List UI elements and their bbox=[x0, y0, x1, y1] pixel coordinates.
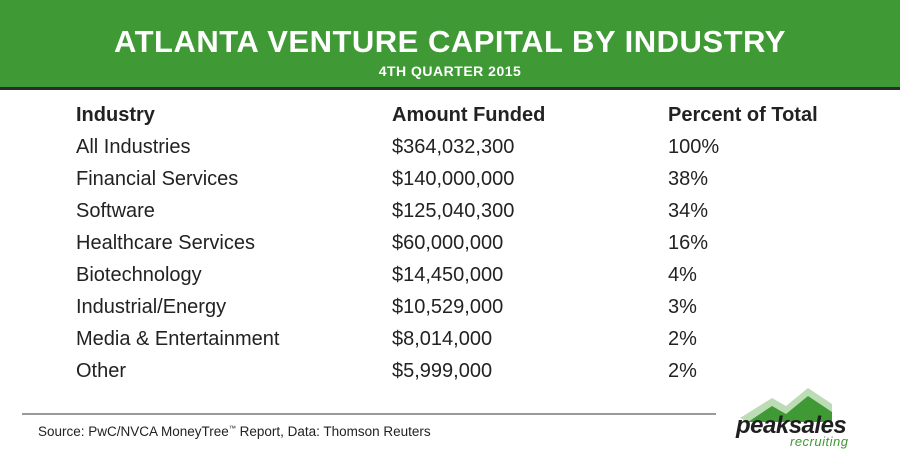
logo-tagline: recruiting bbox=[790, 434, 849, 449]
logo-wordmark: peaksales bbox=[736, 412, 847, 439]
page-title: ATLANTA VENTURE CAPITAL BY INDUSTRY bbox=[114, 24, 786, 59]
industry-cell: Media & Entertainment bbox=[76, 327, 280, 350]
table-row: Media & Entertainment $8,014,000 2% bbox=[70, 323, 874, 355]
table-row: Other $5,999,000 2% bbox=[70, 355, 874, 387]
percent-cell: 100% bbox=[668, 135, 720, 158]
industry-cell: Software bbox=[76, 199, 155, 222]
table-row: Software $125,040,300 34% bbox=[70, 195, 874, 227]
peaksales-logo: peaksales recruiting bbox=[720, 382, 890, 449]
industry-cell: Biotechnology bbox=[76, 263, 202, 286]
industry-cell: Financial Services bbox=[76, 167, 239, 190]
amount-cell: $5,999,000 bbox=[392, 359, 493, 382]
amount-cell: $8,014,000 bbox=[392, 327, 493, 350]
percent-cell: 38% bbox=[668, 167, 709, 190]
industry-cell: Other bbox=[76, 359, 127, 382]
source-prefix: Source: PwC/NVCA MoneyTree bbox=[38, 424, 229, 439]
table-row: Financial Services $140,000,000 38% bbox=[70, 163, 874, 195]
amount-cell: $14,450,000 bbox=[392, 263, 504, 286]
industry-cell: Healthcare Services bbox=[76, 231, 255, 254]
amount-cell: $364,032,300 bbox=[392, 135, 515, 158]
percent-cell: 4% bbox=[668, 263, 697, 286]
table-row: Industrial/Energy $10,529,000 3% bbox=[70, 291, 874, 323]
page-subtitle: 4TH QUARTER 2015 bbox=[378, 63, 522, 79]
trademark-symbol: ™ bbox=[228, 425, 236, 433]
amount-cell: $10,529,000 bbox=[392, 295, 504, 318]
source-suffix: Report, Data: Thomson Reuters bbox=[235, 424, 431, 439]
industry-cell: Industrial/Energy bbox=[76, 295, 227, 318]
table-row: All Industries $364,032,300 100% bbox=[70, 131, 874, 163]
percent-cell: 2% bbox=[668, 359, 697, 382]
column-header-industry: Industry bbox=[76, 103, 155, 126]
percent-cell: 3% bbox=[668, 295, 697, 318]
percent-cell: 34% bbox=[668, 199, 709, 222]
header-banner: ATLANTA VENTURE CAPITAL BY INDUSTRY 4TH … bbox=[0, 0, 900, 90]
amount-cell: $140,000,000 bbox=[392, 167, 515, 190]
amount-cell: $60,000,000 bbox=[392, 231, 504, 254]
amount-cell: $125,040,300 bbox=[392, 199, 515, 222]
table-row: Healthcare Services $60,000,000 16% bbox=[70, 227, 874, 259]
column-header-amount: Amount Funded bbox=[392, 103, 546, 126]
mountain-icon bbox=[740, 388, 832, 422]
industry-cell: All Industries bbox=[76, 135, 191, 158]
footer-divider bbox=[22, 413, 716, 415]
percent-cell: 2% bbox=[668, 327, 697, 350]
table-row: Biotechnology $14,450,000 4% bbox=[70, 259, 874, 291]
table-header-row: Industry Amount Funded Percent of Total bbox=[70, 99, 874, 131]
column-header-percent: Percent of Total bbox=[668, 103, 818, 126]
industry-table: Industry Amount Funded Percent of Total … bbox=[70, 99, 874, 387]
source-note: Source: PwC/NVCA MoneyTree™ Report, Data… bbox=[38, 424, 431, 439]
percent-cell: 16% bbox=[668, 231, 709, 254]
